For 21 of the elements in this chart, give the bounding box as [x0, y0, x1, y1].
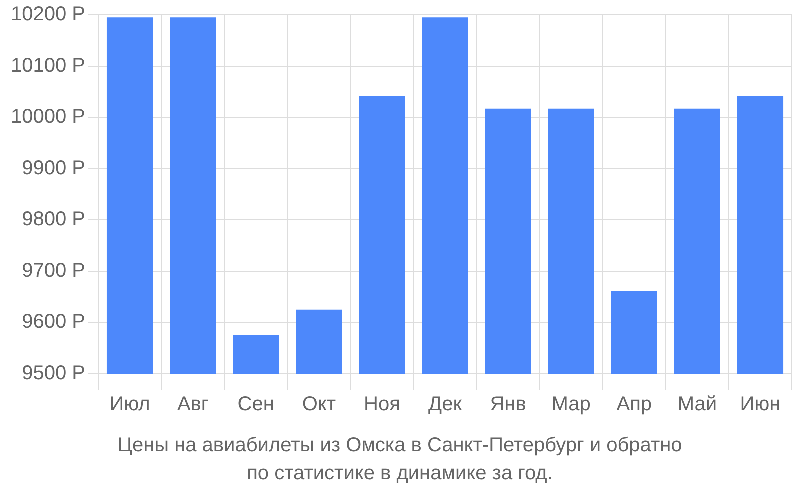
x-tick-label: Ноя [364, 394, 400, 416]
x-tick-label: Апр [616, 394, 652, 416]
y-tick-label: 9900 Р [22, 157, 86, 180]
x-tick-label: Окт [302, 394, 336, 416]
y-tick-label: 9700 Р [22, 260, 86, 282]
y-tick-label: 9800 Р [22, 208, 86, 231]
y-tick-label: 10200 Р [10, 4, 86, 26]
x-tick-label: Дек [428, 394, 462, 416]
x-tick-label: Янв [490, 394, 526, 416]
text: Цены на авиабилеты из Омска в Санкт-Петербург и обратно [118, 434, 682, 457]
y-tick-label: 9500 Р [22, 362, 86, 385]
x-tick-label: Сен [238, 394, 274, 416]
x-tick-label: Июн [740, 394, 781, 416]
y-tick-label: 9600 Р [22, 311, 86, 334]
x-tick-label: Май [678, 394, 718, 416]
y-tick-label: 10100 Р [10, 54, 86, 77]
y-tick-label: 10000 Р [10, 106, 86, 128]
x-tick-label: Мар [552, 394, 591, 416]
x-tick-label: Июл [110, 394, 150, 416]
text: по статистике в динамике за год. [247, 462, 553, 485]
x-tick-label: Авг [177, 394, 209, 416]
